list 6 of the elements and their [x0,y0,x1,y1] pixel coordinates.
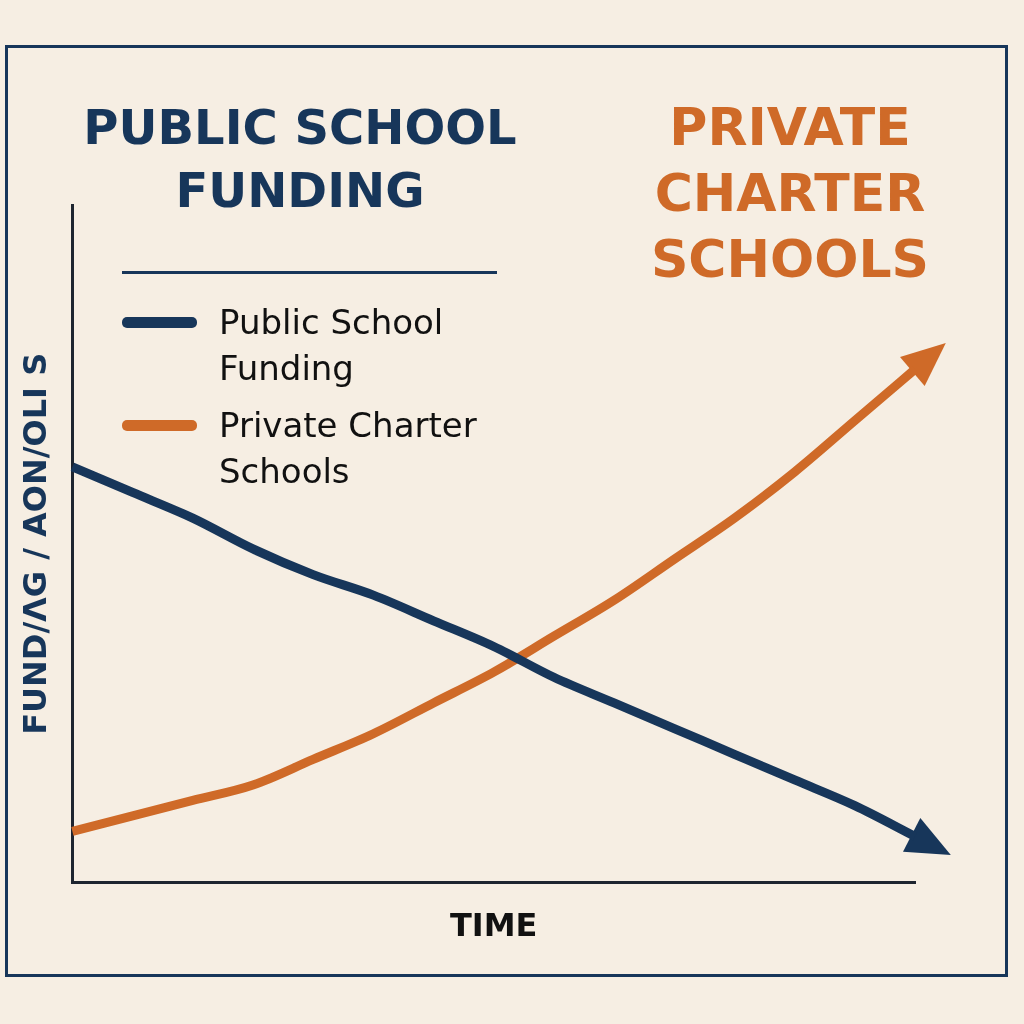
chart-subtitle: PRIVATE CHARTER SCHOOLS [649,96,931,291]
legend-label: Private Charter Schools [219,404,478,493]
y-axis-title: FUND/ΛG / AON/OLI S [15,352,54,735]
legend-label: Public School Funding [219,301,445,390]
chart-title: PUBLIC SCHOOL FUNDING [82,98,518,220]
x-axis-title: TIME [449,906,538,945]
